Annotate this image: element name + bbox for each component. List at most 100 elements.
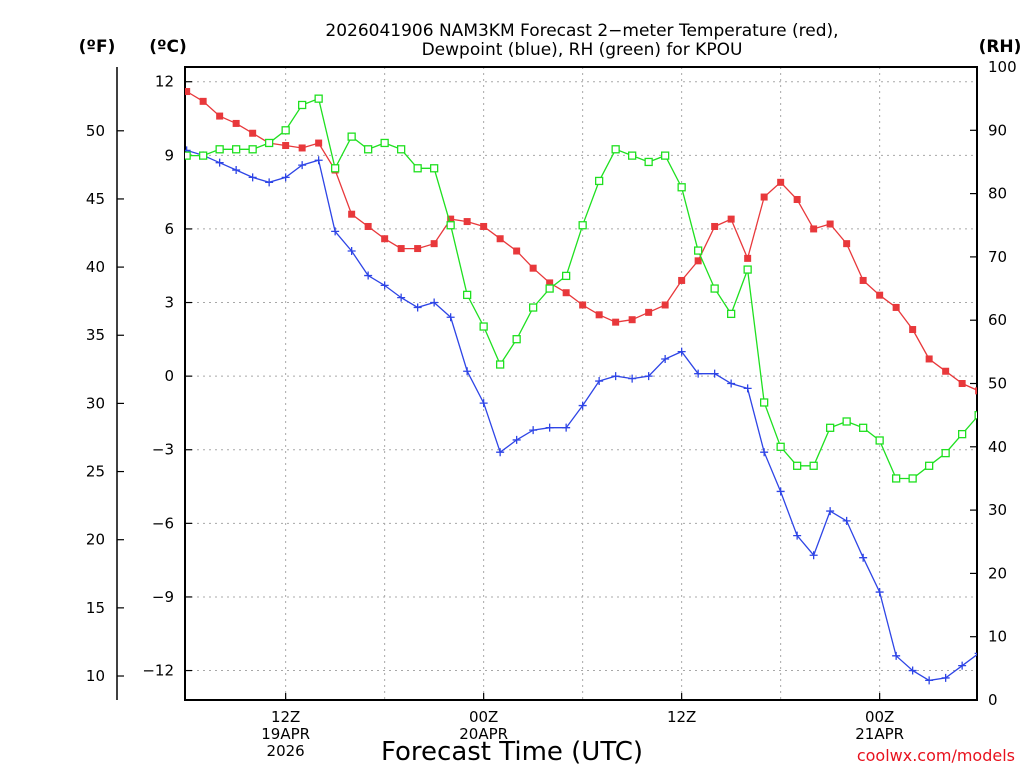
- temperature-point: [463, 218, 471, 226]
- rh-point: [743, 265, 752, 274]
- temperature-point: [876, 291, 884, 299]
- axes: [116, 66, 978, 701]
- dewpoint-point: [661, 354, 670, 363]
- rh-point: [710, 284, 719, 293]
- rh-tick-label: 20: [988, 564, 1007, 582]
- dewpoint-point: [545, 423, 554, 432]
- temperature-point: [793, 195, 801, 203]
- rh-point: [925, 461, 934, 470]
- temperature-point: [298, 144, 306, 152]
- series-line: [186, 90, 977, 391]
- series-line: [186, 97, 977, 480]
- rh-point: [760, 398, 769, 407]
- rh-tick-label: 10: [988, 628, 1007, 646]
- chart-title-line-2: Dewpoint (blue), RH (green) for KPOU: [422, 40, 743, 60]
- rh-point: [776, 442, 785, 451]
- rh-point: [215, 145, 224, 154]
- rh-point: [545, 284, 554, 293]
- rh-point: [396, 145, 406, 154]
- rh-point: [380, 138, 389, 148]
- dewpoint-point: [397, 293, 406, 302]
- fahrenheit-tick-label: 50: [86, 122, 105, 140]
- rh-point: [875, 436, 884, 445]
- rh-point: [958, 429, 967, 439]
- dewpoint-point: [644, 372, 653, 381]
- dewpoint-point: [628, 374, 637, 383]
- dewpoint-point: [595, 377, 604, 386]
- temperature-point: [727, 215, 735, 223]
- rh-point: [363, 145, 373, 154]
- temperature-point: [892, 303, 900, 311]
- dewpoint-point: [496, 448, 505, 457]
- dewpoint-point: [380, 281, 389, 290]
- temperature-point: [661, 301, 669, 309]
- dewpoint-point: [892, 651, 901, 660]
- celsius-tick-label: −12: [142, 662, 174, 680]
- temperature-point: [612, 318, 620, 326]
- x-tick-label: 20APR: [459, 725, 508, 743]
- dewpoint-point: [694, 369, 703, 378]
- temperature-point: [414, 245, 422, 253]
- rh-point: [859, 423, 868, 432]
- rh-tick-label: 70: [988, 248, 1007, 266]
- celsius-tick-label: −9: [152, 588, 174, 606]
- rh-point: [941, 448, 950, 458]
- temperature-point: [216, 112, 224, 120]
- temperature-point: [282, 142, 290, 150]
- dewpoint-point: [908, 666, 917, 675]
- x-tick-label: 19APR: [261, 725, 310, 743]
- rh-point: [297, 100, 307, 110]
- rh-point: [809, 461, 818, 470]
- rh-point: [992, 399, 999, 406]
- chart-title-line-1: 2026041906 NAM3KM Forecast 2−meter Tempe…: [325, 21, 838, 41]
- fahrenheit-tick-label: 15: [86, 599, 105, 617]
- rh-point: [512, 335, 521, 344]
- celsius-tick-label: 6: [164, 220, 174, 238]
- rh-point: [330, 164, 340, 173]
- dewpoint-point: [562, 423, 571, 432]
- dewpoint-point: [479, 399, 488, 408]
- rh-point: [281, 126, 290, 135]
- rh-tick-label: 100: [988, 58, 1017, 76]
- celsius-tick-label: −3: [152, 441, 174, 459]
- rh-tick-label: 30: [988, 501, 1007, 519]
- rh-tick-label: 40: [988, 438, 1007, 456]
- temperature-point: [249, 129, 257, 137]
- rh-point: [185, 151, 191, 160]
- temperature-point: [958, 380, 966, 387]
- dewpoint-point: [529, 426, 538, 435]
- dewpoint-point: [215, 158, 224, 167]
- dewpoint-point: [743, 384, 752, 393]
- series-0: [185, 88, 977, 395]
- dewpoint-point: [281, 173, 290, 182]
- rh-point: [611, 145, 620, 154]
- rh-point: [578, 221, 587, 230]
- celsius-tick-label: 9: [164, 146, 174, 164]
- celsius-unit-label: (ºC): [149, 37, 187, 57]
- rh-tick-label: 0: [988, 691, 998, 709]
- fahrenheit-tick-label: 10: [86, 667, 105, 685]
- dewpoint-point: [727, 379, 736, 388]
- temperature-point: [909, 326, 917, 334]
- temperature-point: [185, 88, 191, 96]
- fahrenheit-tick-label: 25: [86, 463, 105, 481]
- rh-point: [314, 94, 323, 103]
- temperature-point: [810, 225, 818, 233]
- rh-point: [413, 164, 422, 173]
- temperature-point: [397, 245, 405, 253]
- rh-point: [974, 410, 977, 420]
- x-axis-label: Forecast Time (UTC): [381, 737, 643, 767]
- rh-point: [892, 474, 901, 483]
- rh-point: [562, 271, 571, 281]
- temperature-point: [777, 178, 785, 186]
- rh-point: [628, 151, 637, 160]
- temperature-point: [447, 215, 455, 223]
- rh-point: [479, 322, 488, 331]
- rh-point: [446, 221, 455, 230]
- temperature-point: [480, 222, 488, 230]
- series-line: [186, 149, 977, 682]
- fahrenheit-tick-label: 45: [86, 190, 105, 208]
- temperature-point: [595, 311, 603, 319]
- dewpoint-point: [875, 588, 884, 597]
